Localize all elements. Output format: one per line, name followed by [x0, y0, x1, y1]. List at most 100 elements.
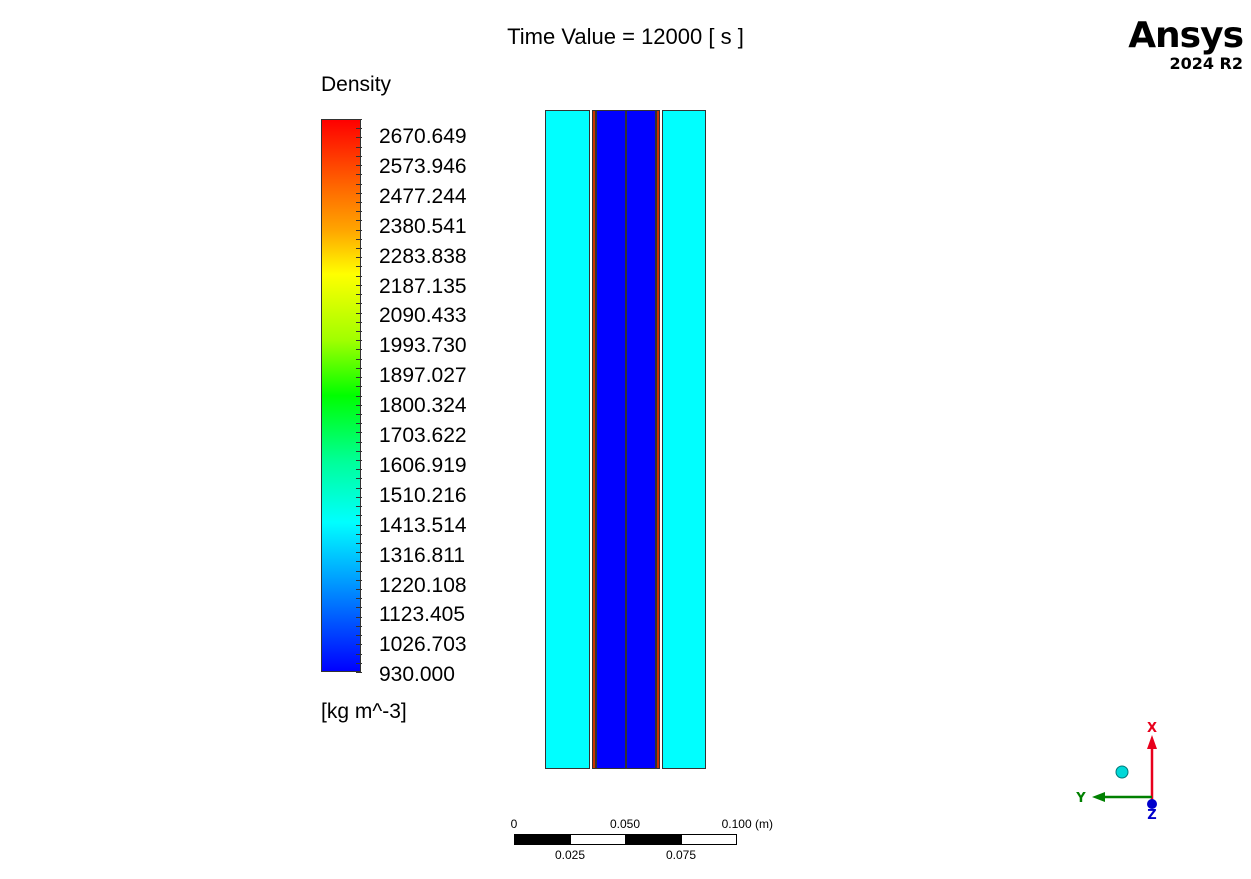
- legend-tick: [356, 607, 362, 609]
- legend-label: 1123.405: [379, 603, 466, 627]
- legend-tick: [356, 506, 362, 508]
- legend-label: 1703.622: [379, 424, 467, 447]
- legend-label: 2380.541: [379, 214, 467, 238]
- legend-tick: [356, 515, 362, 517]
- legend-tick: [356, 524, 362, 526]
- legend-tick: [356, 294, 362, 296]
- legend-tick: [356, 248, 362, 250]
- length-scale-bar: 0 0.050 0.100 (m) 0.025 0.075: [510, 815, 774, 865]
- legend-tick: [356, 367, 362, 369]
- legend-tick: [356, 423, 362, 425]
- legend-tick: [356, 441, 362, 443]
- legend-tick: [356, 395, 362, 397]
- scale-segment-2: [570, 834, 626, 845]
- legend-tick: [356, 174, 362, 176]
- legend-variable-name: Density: [321, 73, 392, 96]
- legend-tick: [356, 312, 362, 314]
- legend-tick: [356, 330, 362, 332]
- legend-tick: [356, 653, 362, 655]
- legend-label: 2573.946: [379, 154, 467, 178]
- legend-tick: [356, 469, 362, 471]
- y-axis-label: Y: [1075, 791, 1086, 806]
- scale-segment-4: [681, 834, 737, 845]
- legend-label: 1316.811: [379, 543, 466, 567]
- legend-tick: [356, 561, 362, 563]
- legend-tick: [356, 533, 362, 535]
- legend-label: 1606.919: [379, 453, 467, 477]
- legend-tick: [356, 460, 362, 462]
- legend-tick: [356, 413, 362, 415]
- view-origin-sphere: [1115, 765, 1129, 779]
- legend-tick: [356, 266, 362, 268]
- density-contour-plot: [545, 110, 706, 769]
- legend-tick: [356, 496, 362, 498]
- scale-label-075: 0.075: [665, 848, 697, 862]
- region-outer-left: [545, 110, 590, 769]
- legend-tick: [356, 211, 362, 213]
- legend-tick: [356, 257, 362, 259]
- legend-tick: [356, 589, 362, 591]
- legend-tick: [356, 275, 362, 277]
- legend-units: [kg m^-3]: [321, 700, 407, 723]
- legend-tick: [356, 303, 362, 305]
- legend-tick: [356, 478, 362, 480]
- legend-label: 1897.027: [379, 364, 467, 388]
- legend-tick: [356, 450, 362, 452]
- legend-tick: [356, 321, 362, 323]
- axis-triad: X Y Z: [1070, 715, 1170, 825]
- legend-tick: [356, 672, 362, 673]
- x-axis-arrow: [1147, 735, 1157, 749]
- x-axis-label: X: [1147, 721, 1157, 736]
- legend-label: 1026.703: [379, 633, 467, 657]
- legend-label: 1993.730: [379, 334, 467, 358]
- legend-tick: [356, 386, 362, 388]
- legend-tick: [356, 625, 362, 627]
- legend-tick: [356, 183, 362, 185]
- scale-label-025: 0.025: [554, 848, 586, 862]
- legend-tick: [356, 579, 362, 581]
- legend-tick: [356, 598, 362, 600]
- legend-label: 1510.216: [379, 483, 467, 507]
- scale-label-050: 0.050: [609, 817, 641, 831]
- legend-label: 1220.108: [379, 573, 467, 597]
- legend-tick: [356, 220, 362, 222]
- legend-label: 1800.324: [379, 394, 467, 418]
- legend-tick: [356, 570, 362, 572]
- legend-tick: [356, 662, 362, 664]
- region-shell-left: [592, 110, 596, 769]
- z-axis-label: Z: [1147, 808, 1156, 823]
- legend-tick: [356, 146, 362, 148]
- legend-tick: [356, 542, 362, 544]
- legend-label: 1413.514: [379, 513, 467, 537]
- region-shell-right: [656, 110, 660, 769]
- legend-tick: [356, 432, 362, 434]
- logo-version: 2024 R2: [1169, 54, 1243, 73]
- ansys-logo: Ansys 2024 R2: [1128, 15, 1244, 73]
- legend-label: 2477.244: [379, 184, 467, 208]
- legend-tick: [356, 284, 362, 286]
- gap-right: [660, 110, 662, 769]
- legend-tick: [356, 552, 362, 554]
- legend-tick: [356, 487, 362, 489]
- legend-tick: [356, 635, 362, 637]
- y-axis-arrow: [1092, 792, 1105, 802]
- time-value-title: Time Value = 12000 [ s ]: [507, 24, 744, 49]
- gap-left: [590, 110, 592, 769]
- legend-tick: [356, 377, 362, 379]
- legend-tick: [356, 340, 362, 342]
- legend-label: 2187.135: [379, 274, 467, 298]
- legend-tick: [356, 119, 362, 120]
- legend-label: 2090.433: [379, 304, 467, 328]
- legend-tick: [356, 644, 362, 646]
- legend-tick: [356, 137, 362, 139]
- legend-tick: [356, 165, 362, 167]
- scale-segment-1: [514, 834, 570, 845]
- legend-tick: [356, 358, 362, 360]
- legend-tick: [356, 238, 362, 240]
- logo-brand: Ansys: [1128, 15, 1244, 56]
- region-core-right: [626, 110, 656, 769]
- legend-label: 2670.649: [379, 125, 467, 148]
- legend-tick: [356, 229, 362, 231]
- legend-tick: [356, 201, 362, 203]
- scale-label-0: 0: [510, 817, 518, 831]
